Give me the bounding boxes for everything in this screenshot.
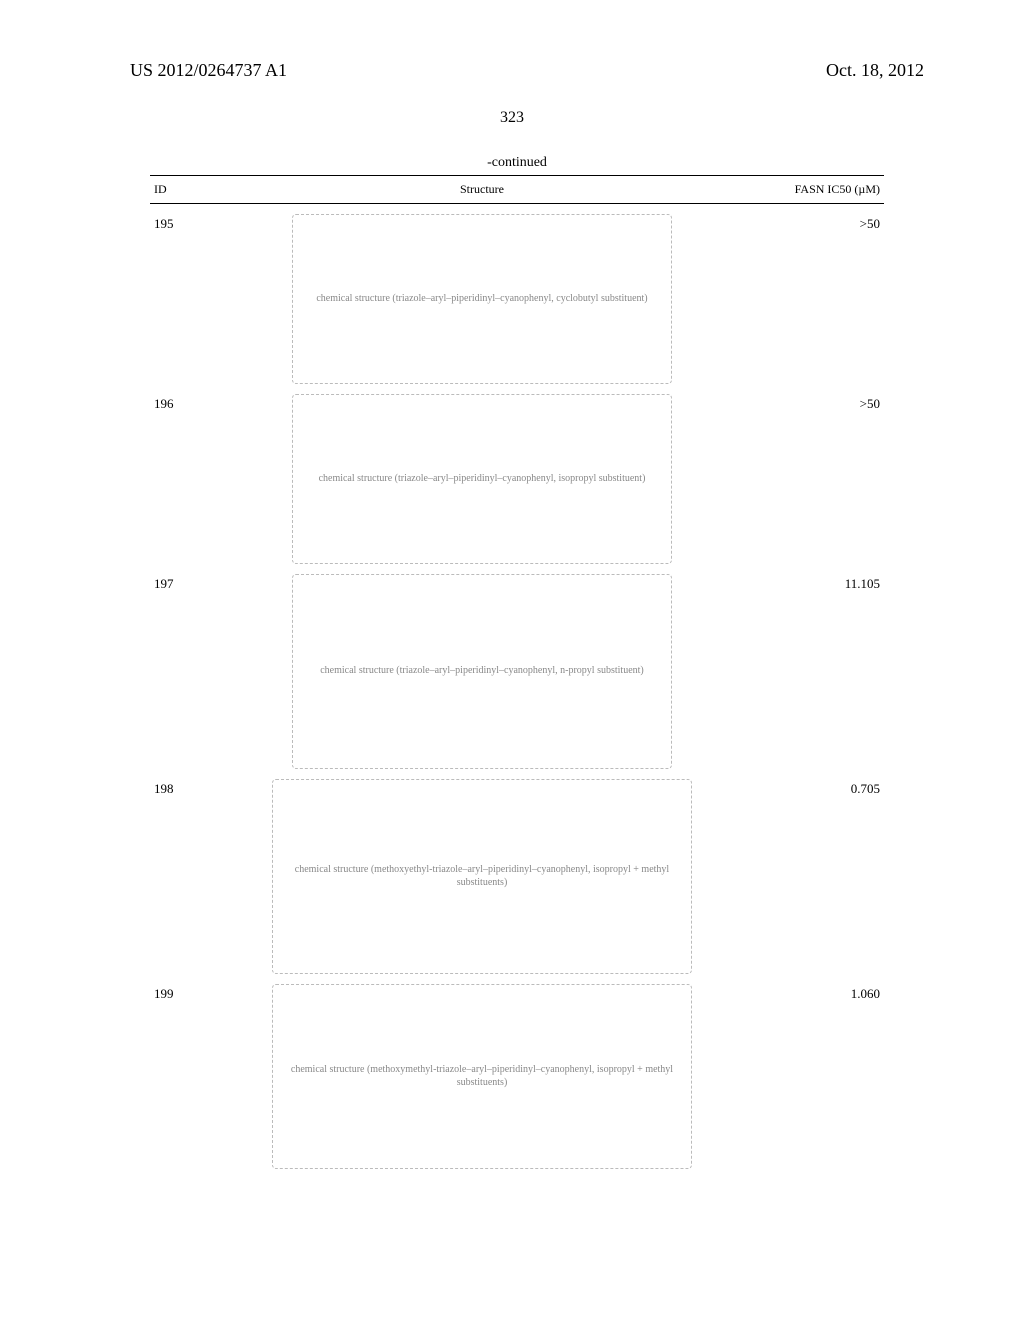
- compound-table: -continued ID Structure FASN IC50 (µM) 1…: [150, 155, 884, 1169]
- cell-structure: chemical structure (methoxymethyl-triazo…: [214, 984, 750, 1169]
- cell-id: 197: [150, 574, 214, 592]
- publication-number: US 2012/0264737 A1: [130, 60, 287, 81]
- table-row: 195 chemical structure (triazole–aryl–pi…: [150, 204, 884, 384]
- page-header: US 2012/0264737 A1 Oct. 18, 2012: [0, 0, 1024, 81]
- cell-ic50: 11.105: [750, 574, 884, 592]
- continued-label: -continued: [150, 155, 884, 175]
- publication-date: Oct. 18, 2012: [826, 60, 924, 81]
- table-row: 199 chemical structure (methoxymethyl-tr…: [150, 974, 884, 1169]
- table-row: 196 chemical structure (triazole–aryl–pi…: [150, 384, 884, 564]
- page-number: 323: [0, 109, 1024, 127]
- cell-id: 195: [150, 214, 214, 232]
- cell-id: 196: [150, 394, 214, 412]
- cell-id: 198: [150, 779, 214, 797]
- cell-ic50: 1.060: [750, 984, 884, 1002]
- column-header-id: ID: [150, 182, 214, 197]
- chemical-structure-icon: chemical structure (methoxymethyl-triazo…: [272, 984, 692, 1169]
- cell-structure: chemical structure (triazole–aryl–piperi…: [214, 214, 750, 384]
- column-header-ic50: FASN IC50 (µM): [750, 182, 884, 197]
- table-header-row: ID Structure FASN IC50 (µM): [150, 175, 884, 204]
- chemical-structure-icon: chemical structure (triazole–aryl–piperi…: [292, 214, 672, 384]
- chemical-structure-icon: chemical structure (triazole–aryl–piperi…: [292, 574, 672, 769]
- chemical-structure-icon: chemical structure (triazole–aryl–piperi…: [292, 394, 672, 564]
- cell-structure: chemical structure (triazole–aryl–piperi…: [214, 394, 750, 564]
- column-header-structure: Structure: [214, 182, 750, 197]
- chemical-structure-icon: chemical structure (methoxyethyl-triazol…: [272, 779, 692, 974]
- cell-ic50: 0.705: [750, 779, 884, 797]
- table-row: 197 chemical structure (triazole–aryl–pi…: [150, 564, 884, 769]
- cell-structure: chemical structure (triazole–aryl–piperi…: [214, 574, 750, 769]
- cell-structure: chemical structure (methoxyethyl-triazol…: [214, 779, 750, 974]
- cell-ic50: >50: [750, 394, 884, 412]
- table-row: 198 chemical structure (methoxyethyl-tri…: [150, 769, 884, 974]
- cell-id: 199: [150, 984, 214, 1002]
- cell-ic50: >50: [750, 214, 884, 232]
